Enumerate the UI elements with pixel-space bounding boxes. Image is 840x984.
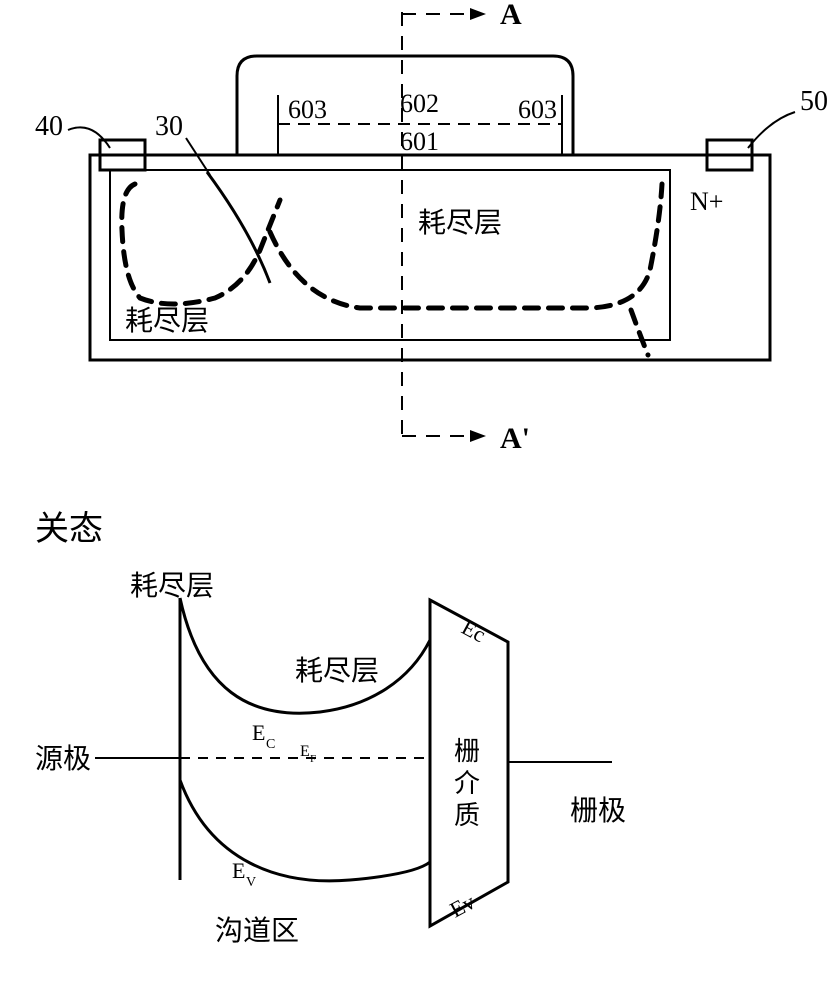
label-A: A: [500, 0, 522, 31]
label-channel: 沟道区: [215, 915, 299, 947]
label-Nplus: N+: [690, 187, 723, 216]
callout-50-line: [748, 112, 795, 148]
label-Ec-right: Ec: [458, 614, 490, 647]
label-Ef: E: [300, 743, 310, 760]
solid-curve-30: [207, 172, 270, 283]
label-gate-dielectric-2: 介: [454, 769, 480, 798]
label-Ev-left-sub: V: [246, 875, 256, 890]
label-603-left: 603: [288, 95, 327, 124]
label-Ec-left-sub: C: [266, 737, 275, 752]
label-depl-mid: 耗尽层: [295, 656, 379, 687]
label-gate-dielectric-3: 质: [454, 801, 480, 830]
label-depletion-left: 耗尽层: [125, 306, 209, 337]
label-depletion-center: 耗尽层: [418, 208, 502, 239]
label-Ev-left: E: [232, 858, 245, 883]
label-gate-dielectric-1: 栅: [454, 737, 480, 766]
label-30: 30: [155, 111, 183, 142]
label-50: 50: [800, 86, 828, 117]
callout-40-line: [68, 127, 110, 148]
axis-a-arrowhead: [470, 8, 486, 20]
label-gate: 栅极: [570, 795, 626, 827]
label-Ev-right: Ev: [446, 889, 479, 923]
label-601: 601: [400, 127, 439, 156]
label-Ef-sub: F: [310, 753, 316, 765]
diagram-root: A A' 603 602 603 601 N+ 耗尽层 耗尽层 40 30 50…: [0, 0, 840, 984]
label-40: 40: [35, 111, 63, 142]
label-Aprime: A': [500, 422, 530, 455]
label-source: 源极: [35, 743, 91, 775]
label-Ec-left: E: [252, 720, 265, 745]
ev-curve: [180, 780, 430, 881]
axis-a2-arrowhead: [470, 430, 486, 442]
bottom-title: 关态: [35, 510, 103, 548]
label-602: 602: [400, 89, 439, 118]
label-603-right: 603: [518, 95, 557, 124]
label-depl-top: 耗尽层: [130, 571, 214, 602]
diagram-svg: A A' 603 602 603 601 N+ 耗尽层 耗尽层 40 30 50…: [0, 0, 840, 984]
